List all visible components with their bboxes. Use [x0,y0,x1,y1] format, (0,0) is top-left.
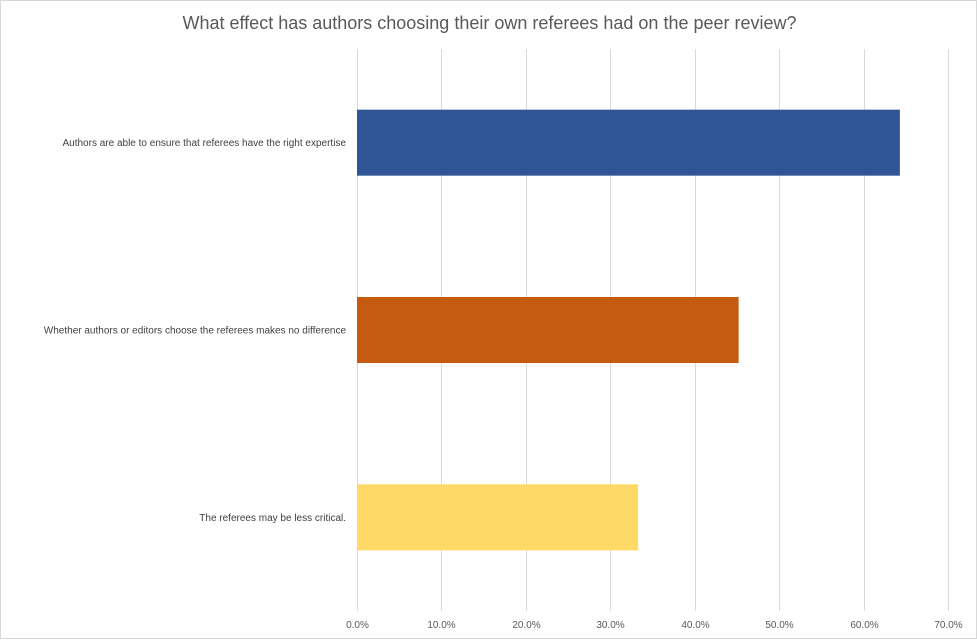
category-label: Authors are able to ensure that referees… [62,138,346,149]
bar [357,109,900,176]
x-tick-label: 60.0% [850,620,878,631]
category-label: Whether authors or editors choose the re… [44,326,347,337]
x-tick-label: 50.0% [765,620,793,631]
bar [357,297,739,363]
x-tick-label: 20.0% [512,620,540,631]
chart-title: What effect has authors choosing their o… [182,13,797,33]
x-tick-label: 40.0% [681,620,709,631]
x-tick-label: 10.0% [427,620,455,631]
x-tick-label: 70.0% [934,620,962,631]
x-tick-label: 30.0% [596,620,624,631]
bar [357,484,639,551]
category-label: The referees may be less critical. [199,513,346,524]
x-tick-label: 0.0% [346,620,369,631]
